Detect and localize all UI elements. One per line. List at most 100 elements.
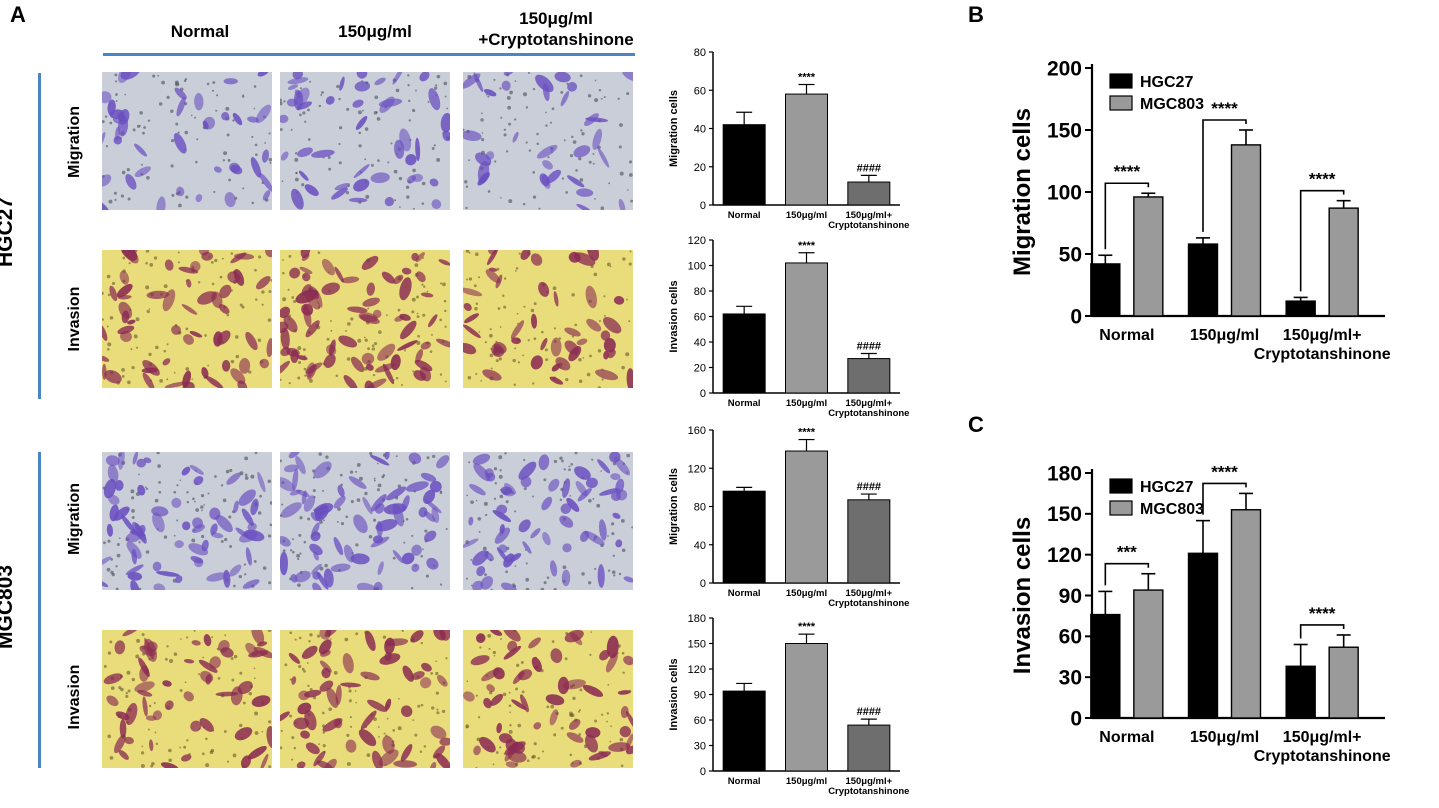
hgc27-invasion-image-1 [280,250,450,388]
pore [338,97,341,101]
pore [431,333,433,336]
cell [463,302,472,312]
pore [302,111,306,115]
pore [309,379,313,383]
mgc803-migration-image-0 [102,452,272,590]
cell [420,341,432,350]
cell [257,471,266,493]
pore [215,109,218,112]
pore [268,132,271,135]
cell [603,337,616,353]
significance-bracket [1202,119,1247,232]
pore [110,570,114,575]
pore [568,465,571,468]
pore [107,539,111,543]
pore [261,290,265,294]
pore [149,262,154,267]
cell [201,367,209,379]
pore [158,102,163,106]
pore [179,688,183,692]
cell [103,478,117,499]
pore [241,95,245,98]
pore [434,86,438,90]
cell [176,97,186,117]
panel-b-letter: B [968,2,984,27]
cell [598,519,607,541]
cell [539,173,550,187]
pore [268,720,272,724]
pore [569,711,573,716]
x-tick-label: 150μg/ml+ [845,588,892,599]
pore [200,493,205,498]
pore [280,459,282,463]
column-header-normal: Normal [170,22,230,41]
cell [152,561,162,572]
pore [498,455,503,460]
pore [525,587,530,590]
cell [108,494,120,505]
cell [483,697,492,709]
cell [247,522,257,532]
pore [517,361,520,364]
cell [384,638,409,647]
cell [266,726,272,749]
header-underline [103,53,635,56]
cell [479,736,496,753]
pore [408,119,411,122]
pore [494,482,497,485]
pore [230,657,234,660]
pore [281,503,284,506]
cell [313,750,326,767]
pore [104,115,108,118]
pore [523,305,526,308]
pore [207,364,210,367]
cell [142,360,160,376]
pore [280,101,283,106]
pore [253,85,257,88]
cell [162,358,171,366]
cell [305,362,323,374]
pore [216,94,219,97]
cell [473,745,481,756]
y-tick-label: 0 [1070,305,1082,328]
pore [619,737,624,742]
pore [221,257,224,260]
row-label-mgc803-invasion: Invasion [66,664,83,730]
cell [308,286,320,300]
cell [321,258,335,276]
cell [413,370,427,381]
pore [226,760,230,763]
pore [145,486,147,489]
cell [365,630,376,652]
cell [102,174,112,187]
cell [339,76,345,91]
pore [445,527,448,531]
cell [463,287,483,297]
pore [484,341,487,344]
pore [414,733,418,737]
pore [110,558,114,561]
pore [109,756,114,760]
pore [587,94,592,98]
hgc27-migration-image-0 [102,72,272,210]
pore [436,711,440,715]
cell [545,694,565,706]
pore [600,470,603,472]
cell [198,659,218,673]
pore [302,348,306,352]
pore [544,348,548,352]
y-axis-label: Invasion cells [668,280,680,352]
cell [280,327,290,350]
cell [599,488,620,496]
pore [578,733,582,736]
pore [267,318,272,322]
x-tick-label: 150μg/ml [1190,327,1259,344]
pore [171,139,175,143]
pore [420,703,424,707]
pore [368,534,373,539]
pore [309,633,313,637]
cell [160,762,179,768]
pore [543,478,547,482]
pore [465,577,468,580]
pore [195,508,200,512]
